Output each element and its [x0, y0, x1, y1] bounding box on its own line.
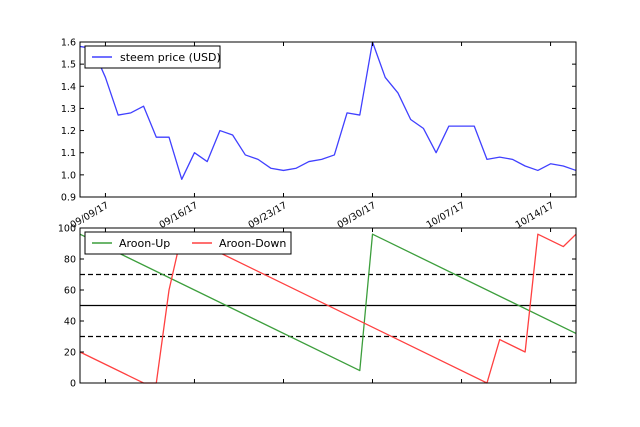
top-plot-frame — [79, 41, 577, 198]
top-y-tick-label: 0.9 — [61, 193, 76, 204]
legend-label-price: steem price (USD) — [120, 51, 221, 64]
legend-label-aroon-up: Aroon-Up — [119, 237, 170, 250]
x-tick-label: 10/14/17 — [514, 200, 556, 231]
bottom-y-tick-label: 0 — [70, 379, 76, 390]
top-y-tick-label: 1.3 — [61, 104, 76, 115]
top-y-tick-label: 1.0 — [61, 170, 76, 181]
aroon-chart-panel: 0 20 40 60 80 100 Aroon-Up Aroon-Down — [58, 224, 577, 390]
legend-label-aroon-down: Aroon-Down — [219, 237, 286, 250]
top-y-tick-label: 1.4 — [61, 82, 76, 93]
price-chart-panel: 0.91.01.11.21.31.41.51.609/09/17 09/16/17… — [61, 38, 577, 231]
bottom-series-line-1 — [79, 233, 577, 384]
top-y-tick-label: 1.5 — [61, 60, 76, 71]
x-tick-label: 10/07/17 — [425, 200, 467, 231]
x-tick-label: 09/16/17 — [158, 200, 200, 231]
top-y-tick-label: 1.6 — [61, 38, 76, 49]
aroon-legend: Aroon-Up Aroon-Down — [84, 231, 292, 255]
bottom-y-tick-label: 100 — [58, 224, 76, 235]
top-y-tick-label: 1.1 — [61, 148, 76, 159]
bottom-y-tick-label: 60 — [64, 286, 76, 297]
top-series-line-0 — [79, 41, 577, 180]
legend-box — [84, 45, 221, 69]
bottom-series-line-0 — [79, 233, 577, 372]
price-legend: steem price (USD) — [84, 45, 221, 69]
top-y-tick-label: 1.2 — [61, 126, 76, 137]
bottom-y-tick-label: 80 — [64, 255, 76, 266]
bottom-y-tick-label: 40 — [64, 317, 76, 328]
bottom-plot-frame — [79, 227, 577, 384]
x-tick-label: 09/30/17 — [336, 200, 378, 231]
legend-box — [84, 231, 292, 255]
bottom-y-tick-label: 20 — [64, 348, 76, 359]
x-tick-label: 09/23/17 — [247, 200, 289, 231]
